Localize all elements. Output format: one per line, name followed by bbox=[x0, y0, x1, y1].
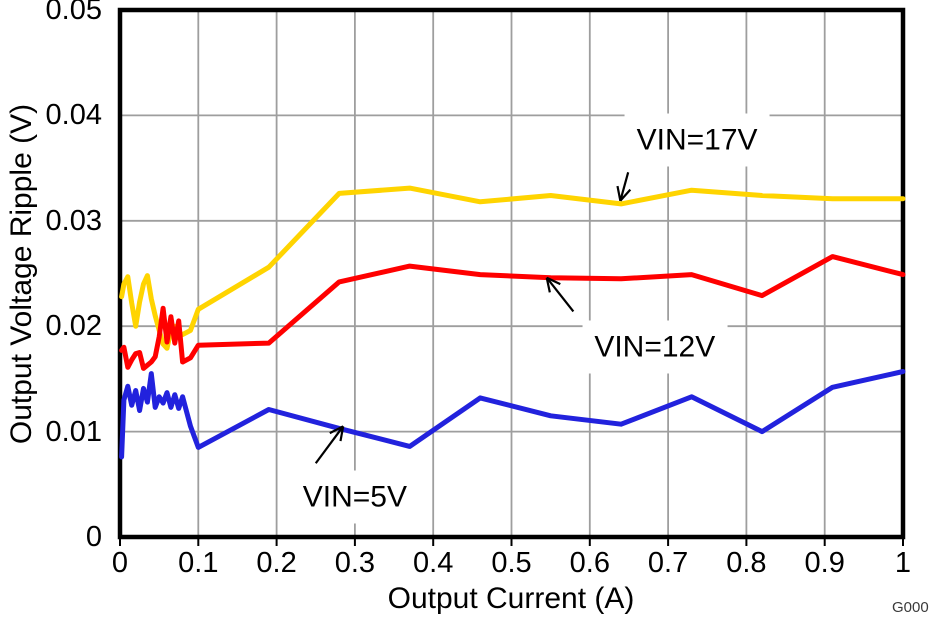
y-tick-label: 0 bbox=[85, 521, 102, 553]
annotation-arrowhead bbox=[546, 276, 561, 286]
series-line-vin-12v bbox=[119, 254, 906, 371]
x-tick-label: 1 bbox=[894, 547, 912, 579]
series-label-vin-17v: VIN=17V bbox=[624, 113, 770, 167]
annotation-arrowhead bbox=[619, 188, 632, 202]
x-tick-label: 0.3 bbox=[334, 547, 376, 579]
y-tick-label: 0.03 bbox=[45, 204, 102, 237]
y-axis-title: Output Voltage Ripple (V) bbox=[5, 103, 38, 445]
x-tick-label: 0 bbox=[111, 547, 129, 579]
x-tick-label: 0.4 bbox=[413, 547, 454, 579]
series-label-vin-5v: VIN=5V bbox=[290, 470, 420, 524]
annotation-arrow bbox=[619, 172, 630, 202]
x-tick-label: 0.9 bbox=[804, 547, 845, 579]
x-tick-label: 0.6 bbox=[569, 547, 610, 579]
annotation-arrowhead bbox=[545, 277, 551, 293]
x-tick-label: 0.1 bbox=[178, 547, 219, 579]
y-tick-label: 0.01 bbox=[45, 415, 102, 448]
annotation-arrow bbox=[545, 277, 575, 313]
annotation-arrowhead bbox=[329, 425, 344, 435]
annotation-arrowhead bbox=[339, 426, 345, 442]
series-line-vin-5v bbox=[119, 369, 906, 460]
y-tick-label: 0.04 bbox=[45, 99, 102, 132]
x-tick-label: 0.8 bbox=[726, 547, 767, 579]
y-tick-label: 0.02 bbox=[45, 310, 102, 343]
figure-code: G000 bbox=[892, 599, 929, 616]
x-tick-label: 0.2 bbox=[256, 547, 297, 579]
y-tick-label: 0.05 bbox=[45, 0, 102, 26]
x-axis-title: Output Current (A) bbox=[387, 582, 635, 615]
annotation-arrow bbox=[314, 425, 345, 464]
x-tick-label: 0.7 bbox=[647, 547, 689, 579]
series-label-vin-12v: VIN=12V bbox=[582, 320, 728, 374]
x-tick-label: 0.5 bbox=[491, 547, 532, 579]
annotation-arrowhead bbox=[616, 185, 622, 201]
